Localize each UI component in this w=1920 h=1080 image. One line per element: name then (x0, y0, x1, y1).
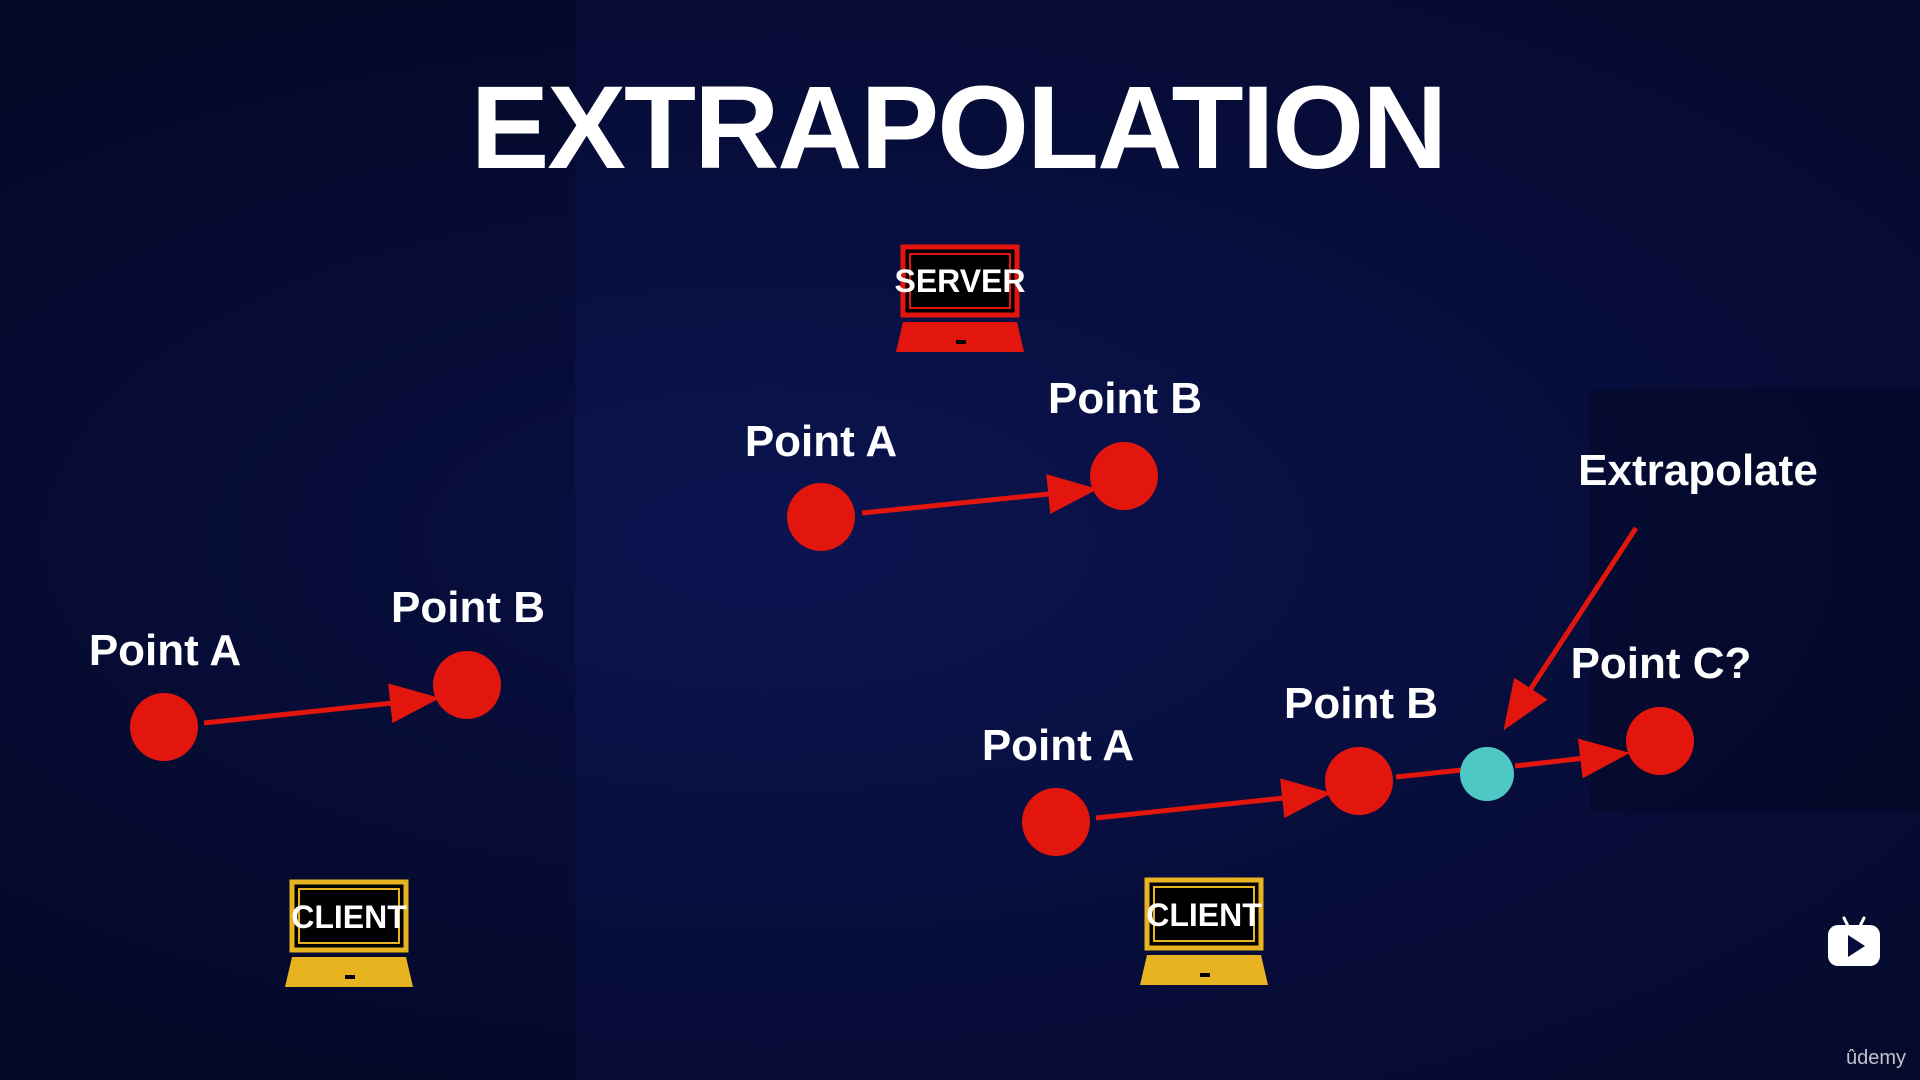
server-point-a (787, 483, 855, 551)
client-right-point-a (1022, 788, 1090, 856)
client-right-point-c (1626, 707, 1694, 775)
client-right-arrow-extrapolated-to-c (1514, 738, 1630, 779)
client-right-point-b (1325, 747, 1393, 815)
client-right-point-c-label: Point C? (1571, 639, 1752, 688)
server-laptop-icon (896, 244, 1024, 352)
client-left-point-b (433, 651, 501, 719)
client-left-point-a (130, 693, 198, 761)
server-label: SERVER (894, 263, 1025, 299)
client-left-point-b-label: Point B (391, 583, 545, 632)
client-left-laptop-icon (285, 879, 413, 987)
client-left-label: CLIENT (291, 899, 407, 935)
udemy-watermark: ûdemy (1845, 1047, 1906, 1069)
server-point-b (1090, 442, 1158, 510)
client-right-label: CLIENT (1146, 897, 1262, 933)
client-right-point-a-label: Point A (982, 721, 1134, 770)
client-right-extrapolated-point (1460, 747, 1514, 801)
server-point-a-label: Point A (745, 417, 897, 466)
extrapolate-pointer-arrow (1503, 526, 1639, 731)
client-right-point-b-label: Point B (1284, 679, 1438, 728)
client-right-laptop-icon (1140, 877, 1268, 985)
server-arrow-a-to-b (861, 474, 1098, 516)
slide-title: EXTRAPOLATION (471, 62, 1446, 194)
client-left-point-a-label: Point A (89, 626, 241, 675)
play-icon[interactable] (1826, 916, 1882, 968)
client-left-arrow-a-to-b (203, 683, 440, 726)
client-right-line-b-to-extrapolated (1395, 767, 1463, 780)
extrapolate-label: Extrapolate (1578, 446, 1818, 495)
client-right-arrow-a-to-b (1095, 778, 1332, 821)
background-panel-left (0, 0, 575, 1080)
server-point-b-label: Point B (1048, 374, 1202, 423)
